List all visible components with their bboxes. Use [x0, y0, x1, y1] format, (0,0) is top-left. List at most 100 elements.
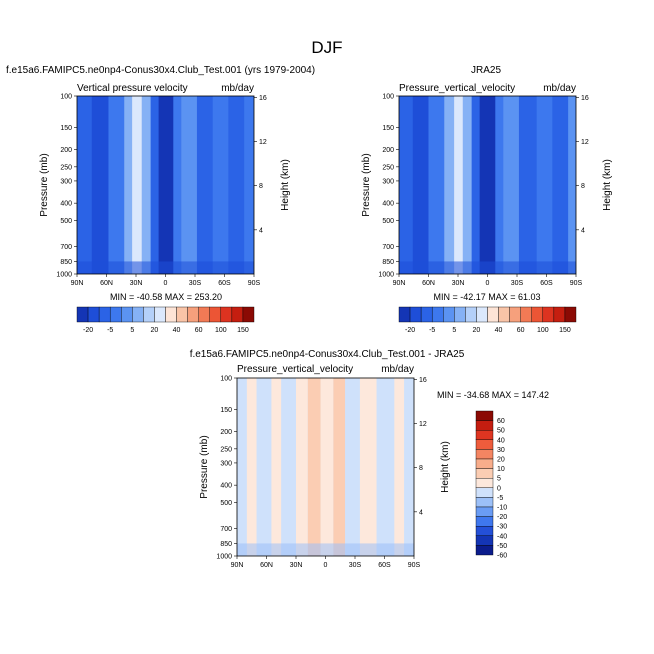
- obs-x-tick-label-4: 30S: [511, 280, 524, 287]
- obs-colorbar-label-7: 150: [559, 327, 571, 334]
- model-y-tick-label-5: 400: [60, 201, 72, 208]
- obs-colorbar-cell-8: [487, 306, 499, 323]
- model-colorbar-cell-0: [76, 306, 89, 323]
- obs-panel: Pressure_vertical_velocity mb/day 90N 60N…: [361, 83, 613, 334]
- diff-yr-tick-label-2: 8: [419, 465, 423, 472]
- model-band-0: [77, 96, 92, 274]
- model-band-3: [124, 96, 133, 274]
- obs-band-4: [454, 96, 463, 274]
- diff-band-0: [237, 378, 247, 556]
- model-x-tick-label-1: 60N: [100, 280, 113, 287]
- obs-band-2: [428, 96, 445, 274]
- obs-colorbar-label-2: 5: [452, 327, 456, 334]
- diff-colorbar-cell-14: [475, 545, 494, 556]
- obs-y-tick-label-1: 150: [382, 125, 394, 132]
- model-band-7: [158, 96, 174, 274]
- model-band-2: [108, 96, 125, 274]
- model-colorbar-cell-13: [220, 306, 233, 323]
- obs-x-tick-label-5: 60S: [540, 280, 553, 287]
- diff-colorbar-cell-12: [475, 526, 494, 537]
- model-x-tick-label-0: 90N: [71, 280, 84, 287]
- diff-colorbar-label-2: 40: [497, 437, 505, 444]
- obs-x-tick-label-3: 0: [486, 280, 490, 287]
- diff-band-1: [246, 378, 257, 556]
- diff-y-tick-label-6: 500: [220, 500, 232, 507]
- diff-band-13: [404, 378, 414, 556]
- obs-y-tick-label-0: 100: [382, 94, 394, 101]
- diff-colorbar-label-3: 30: [497, 447, 505, 454]
- diff-y-tick-label-3: 250: [220, 446, 232, 453]
- model-colorbar-label-7: 150: [237, 327, 249, 334]
- diff-yr-tick-label-3: 4: [419, 509, 423, 516]
- diff-x-tick-label-4: 30S: [349, 562, 362, 569]
- diff-band-5: [296, 378, 308, 556]
- model-band-10: [196, 96, 213, 274]
- diff-band-6: [307, 378, 321, 556]
- obs-y-tick-label-6: 500: [382, 218, 394, 225]
- diff-band-7: [320, 378, 334, 556]
- model-panel: Vertical pressure velocity mb/day 90N 60N…: [39, 83, 291, 334]
- diff-colorbar-cell-13: [475, 535, 494, 546]
- obs-colorbar-label-0: -20: [405, 327, 415, 334]
- figure-title: DJF: [311, 38, 342, 57]
- model-y-label: Pressure (mb): [39, 153, 50, 216]
- model-y-tick-label-0: 100: [60, 94, 72, 101]
- obs-yr-tick-label-3: 4: [581, 227, 585, 234]
- obs-colorbar-cell-7: [476, 306, 488, 323]
- diff-colorbar-cell-3: [475, 439, 494, 450]
- obs-y-right-label: Height (km): [602, 159, 613, 211]
- obs-colorbar-label-4: 40: [495, 327, 503, 334]
- obs-band-8: [495, 96, 504, 274]
- model-colorbar-label-6: 100: [215, 327, 227, 334]
- diff-colorbar-cell-11: [475, 516, 494, 527]
- model-x-tick-label-3: 0: [164, 280, 168, 287]
- diff-band-10: [359, 378, 377, 556]
- model-colorbar-label-5: 60: [195, 327, 203, 334]
- diff-band-8: [333, 378, 346, 556]
- obs-colorbar: -20 -5 5 20 40 60 100 150: [398, 306, 577, 334]
- obs-y-label: Pressure (mb): [361, 153, 372, 216]
- diff-colorbar-label-12: -40: [497, 533, 507, 540]
- obs-yr-tick-label-2: 8: [581, 183, 585, 190]
- model-colorbar-cell-5: [132, 306, 144, 323]
- model-colorbar-cell-2: [98, 306, 111, 323]
- model-band-5: [141, 96, 151, 274]
- obs-colorbar-cell-2: [420, 306, 433, 323]
- obs-colorbar-label-3: 20: [473, 327, 481, 334]
- diff-colorbar-label-4: 20: [497, 457, 505, 464]
- diff-y-tick-label-8: 850: [220, 541, 232, 548]
- obs-colorbar-cell-15: [564, 306, 577, 323]
- obs-y-tick-label-4: 300: [382, 178, 394, 185]
- obs-colorbar-label-1: -5: [429, 327, 435, 334]
- diff-x-tick-label-1: 60N: [260, 562, 273, 569]
- obs-colorbar-cell-6: [465, 306, 477, 323]
- model-colorbar-cell-15: [242, 306, 255, 323]
- model-yr-tick-label-2: 8: [259, 183, 263, 190]
- model-y-tick-label-8: 850: [60, 259, 72, 266]
- diff-y-tick-label-2: 200: [220, 429, 232, 436]
- model-x-tick-label-6: 90S: [248, 280, 261, 287]
- model-colorbar-cell-9: [176, 306, 188, 323]
- obs-band-7: [479, 96, 496, 274]
- obs-band-0: [399, 96, 413, 274]
- diff-y-tick-label-0: 100: [220, 376, 232, 383]
- model-band-11: [212, 96, 229, 274]
- obs-colorbar-cell-9: [498, 306, 510, 323]
- diff-colorbar-cell-7: [475, 478, 494, 489]
- obs-x-tick-label-2: 30N: [452, 280, 465, 287]
- obs-y-tick-label-7: 700: [382, 244, 394, 251]
- model-band-9: [181, 96, 197, 274]
- model-y-tick-label-6: 500: [60, 218, 72, 225]
- diff-stats: MIN = -34.68 MAX = 147.42: [437, 390, 549, 400]
- obs-colorbar-cell-3: [431, 306, 444, 323]
- model-colorbar-cell-14: [231, 306, 244, 323]
- diff-colorbar-cell-0: [475, 410, 494, 421]
- obs-colorbar-cell-1: [409, 306, 422, 323]
- obs-band-5: [462, 96, 472, 274]
- model-colorbar-cell-8: [165, 306, 177, 323]
- model-colorbar-cell-6: [143, 306, 155, 323]
- obs-colorbar-cell-10: [509, 306, 521, 323]
- obs-stats: MIN = -42.17 MAX = 61.03: [433, 292, 540, 302]
- diff-colorbar-cell-6: [475, 468, 494, 479]
